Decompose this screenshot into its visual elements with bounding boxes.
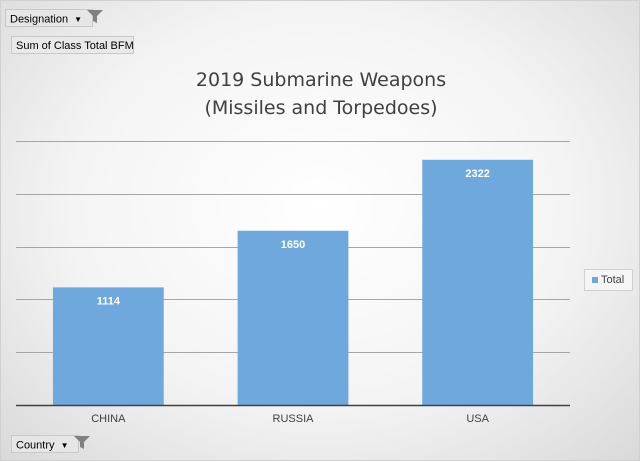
bar-russia — [237, 230, 349, 405]
value-field-label: Sum of Class Total BFM — [16, 40, 134, 52]
chart-title-line-2: (Missiles and Torpedoes) — [204, 97, 438, 119]
data-label-usa: 2322 — [465, 168, 489, 180]
chart-title-line-1: 2019 Submarine Weapons — [195, 69, 447, 91]
data-label-russia: 1650 — [281, 239, 305, 251]
country-axis-label: Country — [16, 439, 55, 452]
category-label-usa: USA — [466, 413, 489, 425]
filter-funnel-icon — [87, 10, 104, 29]
designation-filter-button[interactable]: Designation ▼ — [5, 9, 104, 27]
legend-entry-total: Total — [601, 274, 625, 286]
filter-funnel-icon — [73, 436, 90, 455]
dropdown-arrow-icon: ▼ — [74, 14, 83, 24]
bar-china — [52, 287, 164, 405]
legend: Total — [584, 269, 633, 291]
bar-usa — [422, 159, 534, 405]
designation-filter-label: Designation — [10, 13, 69, 26]
value-field-button[interactable]: Sum of Class Total BFM — [11, 36, 134, 54]
category-label-russia: RUSSIA — [273, 413, 315, 425]
dropdown-arrow-icon: ▼ — [60, 440, 69, 450]
legend-swatch — [592, 277, 598, 284]
data-label-china: 1114 — [97, 295, 121, 307]
category-label-china: CHINA — [91, 413, 126, 425]
country-axis-button[interactable]: Country ▼ — [11, 435, 90, 453]
